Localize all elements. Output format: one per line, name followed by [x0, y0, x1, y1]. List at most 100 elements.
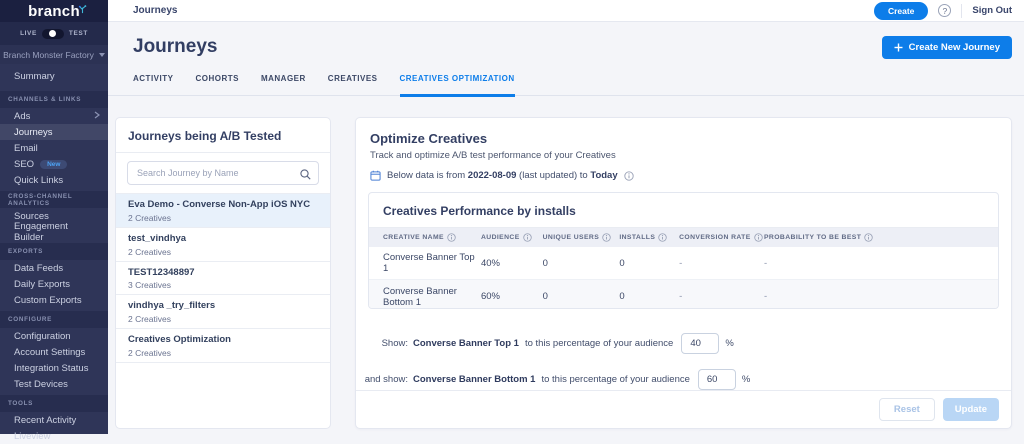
sidebar-section-cross-channel: CROSS-CHANNEL ANALYTICS	[0, 191, 108, 208]
audience-percentage-input[interactable]	[681, 333, 720, 354]
account-selector[interactable]: Branch Monster Factory	[0, 45, 108, 64]
sidebar-item-label: Journeys	[14, 126, 53, 138]
page-header: Journeys Create New Journey	[108, 22, 1024, 66]
creatives-performance-table: Creatives Performance by installs CREATI…	[368, 192, 999, 309]
help-icon[interactable]: ?	[938, 4, 952, 17]
info-icon[interactable]	[864, 233, 873, 242]
column-label: PROBABILITY TO BE BEST	[763, 234, 862, 241]
journey-list-item[interactable]: vindhya _try_filters 2 Creatives	[116, 295, 330, 330]
info-icon[interactable]	[447, 233, 456, 242]
sidebar-section-tools: TOOLS	[0, 395, 108, 412]
sidebar-item-ads[interactable]: Ads	[0, 108, 108, 124]
sidebar-item-journeys[interactable]: Journeys	[0, 124, 108, 140]
main-content: Journeys Create New Journey ACTIVITY COH…	[108, 22, 1024, 434]
info-icon[interactable]	[658, 233, 667, 242]
sidebar-item-label: Liveview	[14, 430, 51, 442]
sidebar-item-label: SEO	[14, 158, 35, 170]
cell-unique-users: 0	[542, 257, 548, 269]
sidebar-item-recent-activity[interactable]: Recent Activity	[0, 412, 108, 428]
show-text: to this percentage of your audience	[541, 374, 690, 385]
tab-creatives[interactable]: CREATIVES	[327, 74, 378, 83]
info-icon[interactable]	[522, 233, 532, 242]
cell-audience: 60%	[480, 291, 500, 302]
column-header-installs: INSTALLS	[619, 233, 679, 242]
calendar-icon	[370, 170, 381, 181]
journey-creatives-count: 2 Creatives	[128, 246, 171, 257]
sidebar-section-configure: CONFIGURE	[0, 311, 108, 328]
sidebar-item-sources[interactable]: Sources	[0, 208, 108, 224]
sidebar-item-label: Ads	[14, 110, 31, 122]
column-header-unique-users: UNIQUE USERS	[543, 233, 620, 242]
journey-creatives-count: 2 Creatives	[128, 348, 171, 359]
update-button[interactable]: Update	[942, 398, 999, 421]
chevron-down-icon	[98, 52, 105, 57]
search-input[interactable]	[127, 161, 319, 185]
test-label: TEST	[68, 30, 88, 37]
chevron-right-icon	[94, 111, 100, 122]
journey-name: test_vindhya	[128, 232, 187, 244]
info-icon[interactable]	[753, 233, 763, 242]
sign-out-link[interactable]: Sign Out	[972, 5, 1012, 16]
optimize-creatives-title: Optimize Creatives	[370, 131, 488, 146]
percent-sign: %	[741, 374, 751, 385]
cell-installs: 0	[619, 291, 625, 302]
journey-list-item[interactable]: test_vindhya 2 Creatives	[116, 228, 330, 262]
content-area: Journeys being A/B Tested Eva Demo - Con…	[115, 117, 1012, 429]
toggle-knob	[48, 30, 56, 37]
show-percentage-control: Show: Converse Banner Top 1 to this perc…	[356, 333, 1011, 354]
journey-creatives-count: 2 Creatives	[128, 314, 171, 325]
sidebar-item-daily-exports[interactable]: Daily Exports	[0, 276, 108, 292]
show-text: to this percentage of your audience	[524, 338, 674, 349]
plus-icon	[894, 43, 903, 52]
journey-list: Eva Demo - Converse Non-App iOS NYC 2 Cr…	[116, 193, 330, 364]
sidebar-item-test-devices[interactable]: Test Devices	[0, 376, 108, 392]
sidebar-item-data-feeds[interactable]: Data Feeds	[0, 260, 108, 276]
sidebar-item-email[interactable]: Email	[0, 140, 108, 156]
tab-cohorts[interactable]: COHORTS	[195, 74, 239, 83]
tab-activity[interactable]: ACTIVITY	[133, 74, 174, 83]
sidebar-item-quick-links[interactable]: Quick Links	[0, 172, 108, 188]
create-button[interactable]: Create	[873, 1, 929, 20]
tab-manager[interactable]: MANAGER	[260, 74, 306, 83]
sidebar-item-label: Daily Exports	[14, 278, 70, 290]
branch-twig-icon	[78, 1, 87, 18]
live-test-toggle[interactable]	[41, 28, 64, 39]
sidebar-item-summary[interactable]: Summary	[0, 64, 108, 88]
optimize-creatives-panel: Optimize Creatives Track and optimize A/…	[355, 117, 1012, 429]
column-header-audience: AUDIENCE	[481, 233, 543, 242]
search-icon	[300, 167, 311, 185]
sidebar-item-label: Custom Exports	[14, 294, 82, 306]
show-label: Show:	[381, 338, 408, 349]
journey-list-item[interactable]: TEST12348897 3 Creatives	[116, 262, 330, 296]
topbar-actions: Create ? Sign Out	[873, 1, 1024, 20]
table-title: Creatives Performance by installs	[369, 193, 998, 228]
sidebar-item-custom-exports[interactable]: Custom Exports	[0, 292, 108, 308]
journey-creatives-count: 2 Creatives	[128, 212, 171, 223]
sidebar-item-liveview[interactable]: Liveview	[0, 428, 108, 444]
sidebar-section-exports: EXPORTS	[0, 243, 108, 260]
creative-name: Converse Banner Bottom 1	[413, 374, 536, 385]
percent-sign: %	[725, 338, 734, 349]
journey-creatives-count: 3 Creatives	[128, 280, 171, 291]
sidebar-item-account-settings[interactable]: Account Settings	[0, 344, 108, 360]
tab-creatives-optimization[interactable]: CREATIVES OPTIMIZATION	[399, 74, 515, 97]
sidebar-item-engagement-builder[interactable]: Engagement Builder	[0, 221, 108, 243]
sidebar-item-label: Recent Activity	[14, 414, 77, 426]
sidebar-item-configuration[interactable]: Configuration	[0, 328, 108, 344]
info-icon[interactable]	[602, 233, 611, 242]
audience-percentage-input[interactable]	[697, 369, 736, 390]
sidebar-item-label: Email	[14, 142, 38, 154]
sidebar-item-seo[interactable]: SEO New	[0, 156, 108, 172]
column-label: CONVERSION RATE	[679, 234, 751, 241]
info-icon[interactable]	[623, 170, 634, 181]
sidebar-item-label: Quick Links	[14, 174, 64, 186]
sidebar-item-integration-status[interactable]: Integration Status	[0, 360, 108, 376]
create-new-journey-button[interactable]: Create New Journey	[881, 36, 1012, 59]
journey-list-item[interactable]: Eva Demo - Converse Non-App iOS NYC 2 Cr…	[116, 193, 330, 228]
sidebar-item-label: Account Settings	[14, 346, 86, 358]
reset-button[interactable]: Reset	[878, 398, 935, 421]
column-header-probability-to-be-best: PROBABILITY TO BE BEST	[764, 233, 998, 242]
sidebar: branch LIVE TEST Branch Monster Factory …	[0, 0, 108, 442]
journey-list-item[interactable]: Creatives Optimization 2 Creatives	[116, 329, 330, 364]
cell-creative-name: Converse Banner Top 1	[383, 252, 475, 274]
